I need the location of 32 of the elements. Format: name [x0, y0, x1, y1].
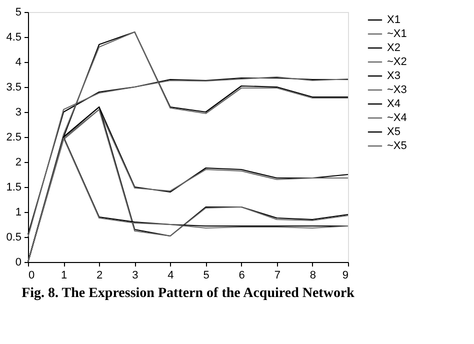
y-tick-label: 3 — [15, 106, 22, 118]
y-tick-label: 4 — [15, 56, 22, 68]
y-tick-label: 3.5 — [6, 82, 22, 94]
x-tick-label: 2 — [96, 270, 103, 282]
y-tick-label: 4.5 — [6, 32, 22, 44]
x-tick-label: 0 — [28, 270, 35, 282]
x-tick-label: 9 — [342, 270, 348, 282]
x-tick-label: 3 — [132, 270, 138, 282]
legend-label: X5 — [387, 126, 400, 138]
legend-label: ~X5 — [387, 140, 407, 152]
y-tick-label: 1.5 — [6, 182, 22, 194]
legend-label: X4 — [387, 98, 400, 110]
y-tick-label: 5 — [15, 6, 22, 18]
legend-label: X3 — [387, 70, 400, 82]
x-tick-label: 1 — [60, 270, 68, 282]
y-tick-label: 0.5 — [6, 232, 22, 244]
x-tick-label: 7 — [274, 270, 280, 282]
legend-label: ~X2 — [387, 56, 407, 68]
legend-label: ~X4 — [387, 112, 407, 124]
legend-label: X1 — [387, 14, 400, 26]
legend-label: ~X3 — [387, 84, 407, 96]
x-tick-label: 8 — [310, 270, 316, 282]
y-tick-label: 2 — [15, 156, 22, 168]
y-tick-label: 2.5 — [6, 132, 22, 144]
legend-label: X2 — [387, 42, 400, 54]
text: Fig. 8. The Expression Pattern of the Acquired Network — [22, 286, 355, 301]
x-tick-label: 6 — [238, 270, 245, 282]
y-tick-label: 1 — [15, 206, 22, 218]
x-tick-label: 5 — [203, 270, 210, 282]
legend-label: ~X1 — [387, 28, 407, 40]
y-tick-label: 0 — [15, 256, 22, 268]
x-tick-label: 4 — [168, 270, 174, 282]
